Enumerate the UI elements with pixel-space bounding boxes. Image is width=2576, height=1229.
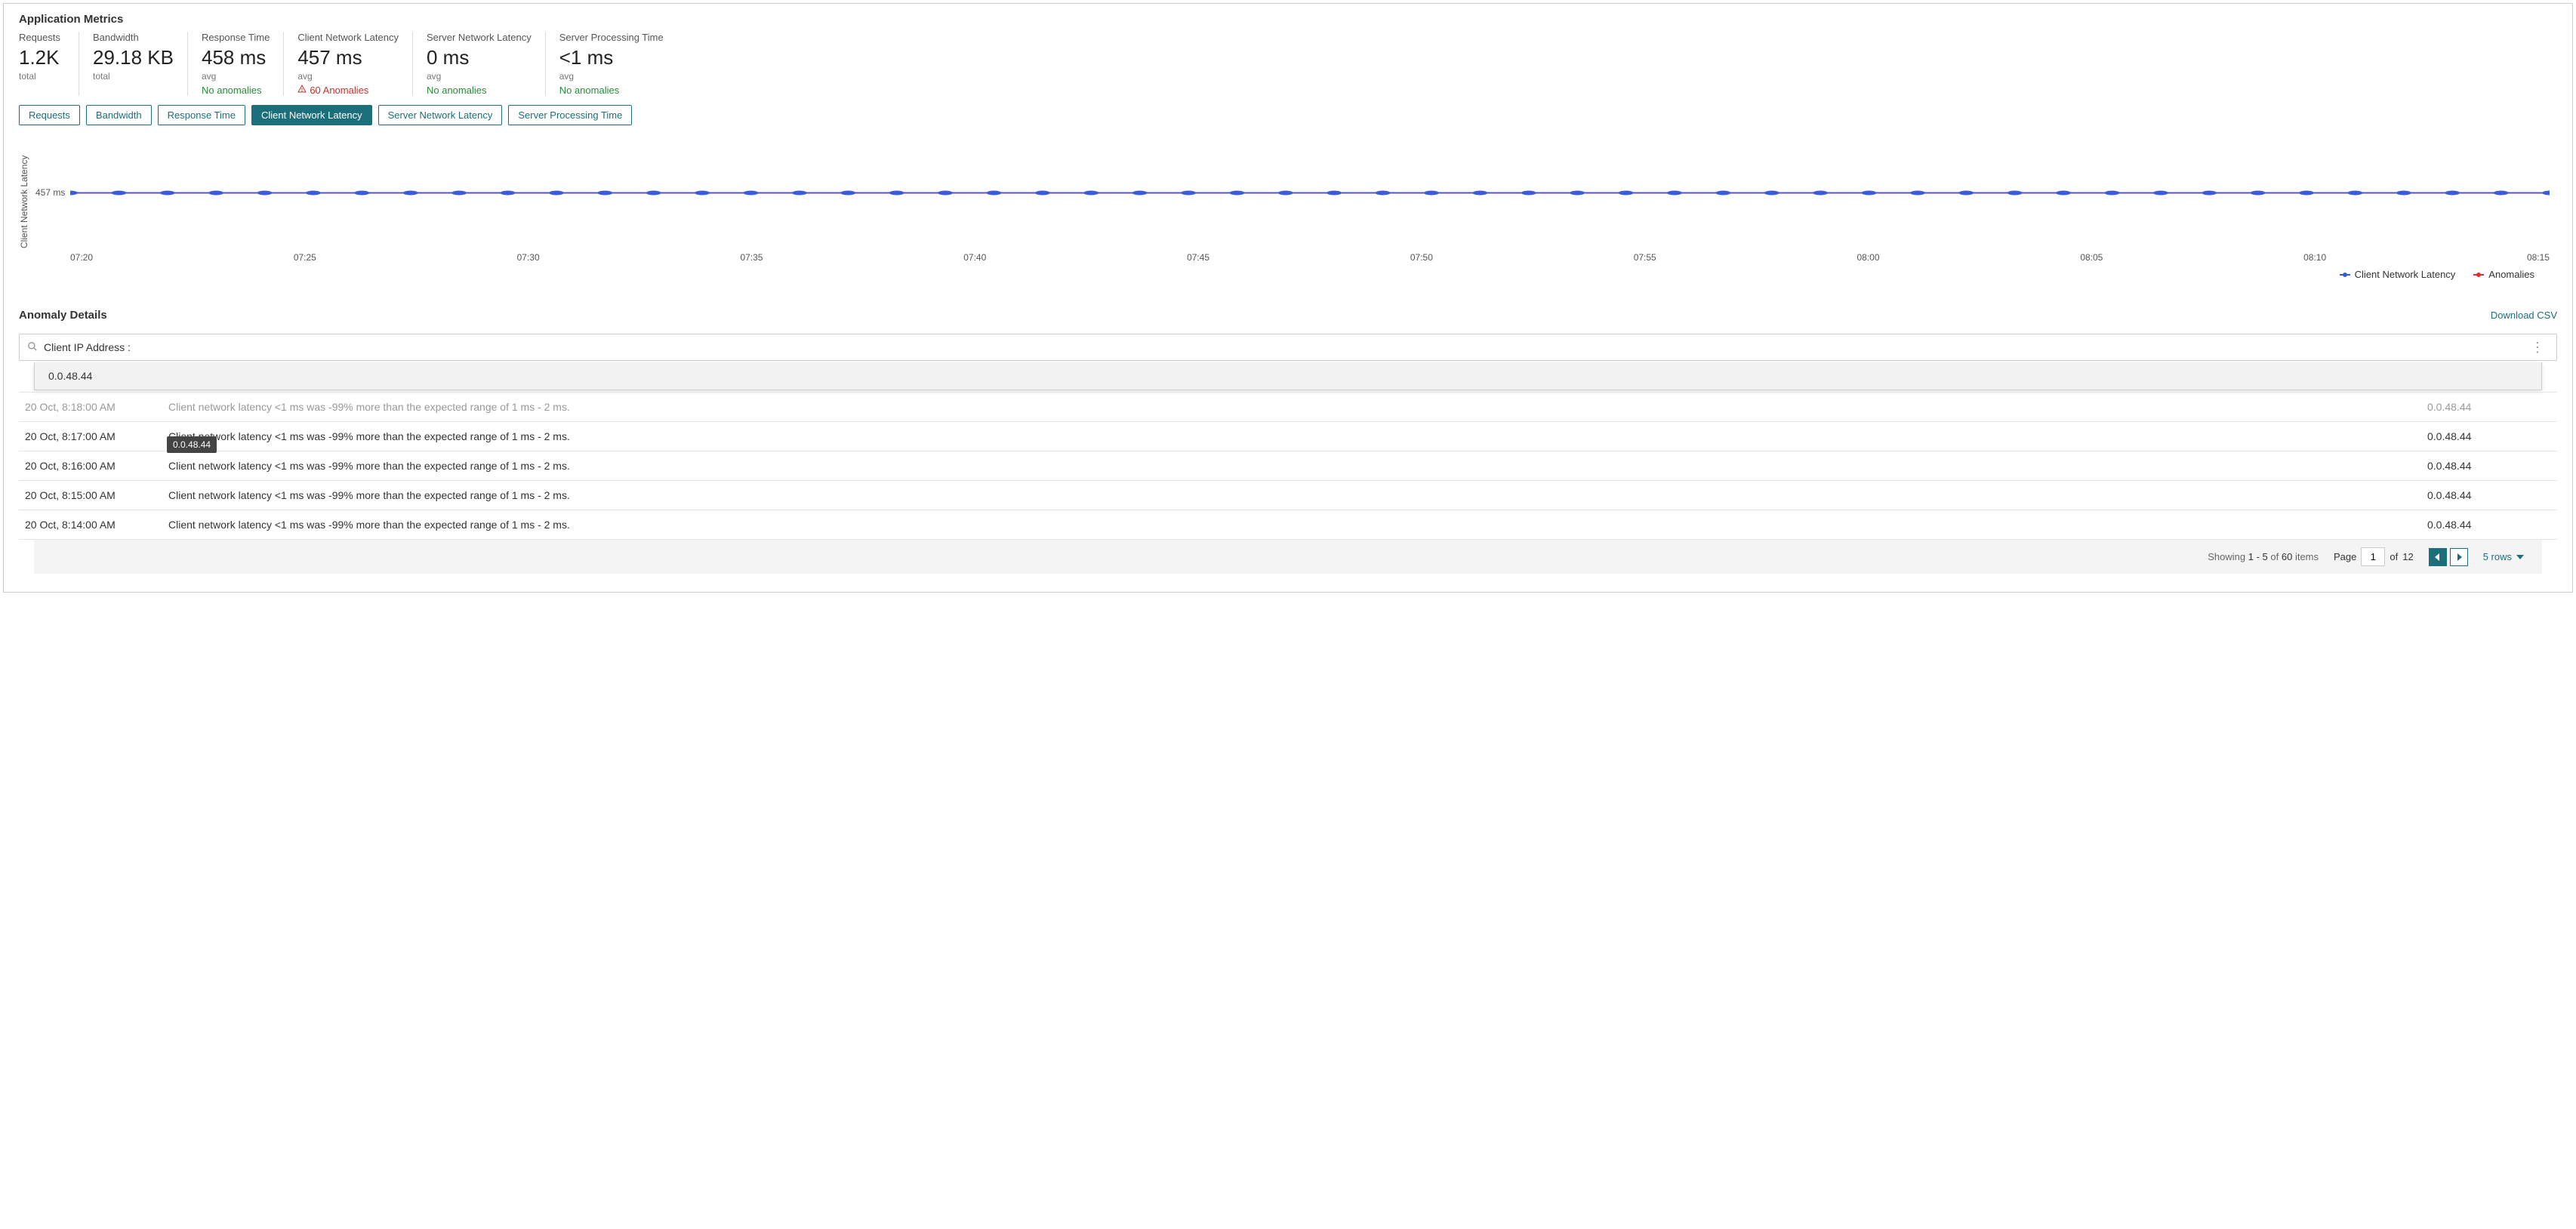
download-csv-link[interactable]: Download CSV: [2491, 310, 2557, 321]
y-tick-label: 457 ms: [35, 187, 65, 198]
anomaly-table: 20 Oct, 8:18:00 AM Client network latenc…: [19, 392, 2557, 540]
chevron-down-icon: [2516, 555, 2524, 559]
metric-value: 0 ms: [427, 46, 532, 69]
metric-sub: total: [93, 71, 174, 82]
cell-time: 20 Oct, 8:17:00 AM: [19, 422, 162, 451]
metric-label: Client Network Latency: [297, 32, 399, 43]
table-row: 20 Oct, 8:17:00 AM Client network latenc…: [19, 422, 2557, 451]
metric-card: Server Network Latency 0 ms avg No anoma…: [413, 32, 546, 96]
page-title: Application Metrics: [4, 4, 2572, 32]
chart-legend: Client Network Latency Anomalies: [19, 263, 2557, 292]
metric-value: 29.18 KB: [93, 46, 174, 69]
cell-desc: Client network latency <1 ms was -99% mo…: [162, 451, 2421, 481]
x-tick: 07:35: [740, 252, 763, 263]
metric-sub: avg: [297, 71, 399, 82]
status-badge: 60 Anomalies: [297, 85, 399, 96]
search-dropdown: 0.0.48.44: [34, 362, 2542, 390]
metric-value: 458 ms: [202, 46, 270, 69]
pager-page: Page of 12: [2334, 547, 2414, 566]
metric-value: <1 ms: [559, 46, 664, 69]
tab-server-processing-time[interactable]: Server Processing Time: [508, 105, 632, 125]
search-icon: [27, 341, 38, 354]
table-row: 20 Oct, 8:15:00 AM Client network latenc…: [19, 481, 2557, 510]
x-axis-ticks: 07:20 07:25 07:30 07:35 07:40 07:45 07:50 07:55…: [70, 252, 2550, 263]
metric-card: Response Time 458 ms avg No anomalies: [188, 32, 284, 96]
anomaly-details-title: Anomaly Details: [19, 304, 107, 326]
table-row: 20 Oct, 8:16:00 AM Client network latenc…: [19, 451, 2557, 481]
cell-time: 20 Oct, 8:15:00 AM: [19, 481, 162, 510]
x-tick: 07:25: [294, 252, 316, 263]
table-row: 20 Oct, 8:14:00 AM Client network latenc…: [19, 510, 2557, 540]
warning-icon: [297, 85, 307, 96]
metric-card: Requests 1.2K total: [19, 32, 79, 96]
tab-requests[interactable]: Requests: [19, 105, 80, 125]
metric-sub: avg: [427, 71, 532, 82]
metric-label: Requests: [19, 32, 65, 43]
status-badge: No anomalies: [427, 85, 532, 96]
metric-sub: total: [19, 71, 65, 82]
metric-sub: avg: [202, 71, 270, 82]
cell-time: 20 Oct, 8:14:00 AM: [19, 510, 162, 540]
x-tick: 07:40: [963, 252, 986, 263]
cell-time: 20 Oct, 8:18:00 AM: [19, 393, 162, 422]
metric-label: Bandwidth: [93, 32, 174, 43]
cell-desc: Client network latency <1 ms was -99% mo…: [162, 422, 2421, 451]
metrics-row: Requests 1.2K total Bandwidth 29.18 KB t…: [4, 32, 2572, 105]
cell-ip: 0.0.48.44: [2421, 393, 2557, 422]
tab-server-network-latency[interactable]: Server Network Latency: [378, 105, 503, 125]
page-input[interactable]: [2361, 547, 2385, 566]
table-row: 20 Oct, 8:18:00 AM Client network latenc…: [19, 393, 2557, 422]
cell-ip: 0.0.48.44: [2421, 481, 2557, 510]
metric-value: 1.2K: [19, 46, 65, 69]
status-badge: No anomalies: [202, 85, 270, 96]
metric-label: Response Time: [202, 32, 270, 43]
legend-item: Anomalies: [2473, 269, 2534, 280]
chart-area: Client Network Latency 457 ms 07:20 07:25…: [4, 133, 2572, 300]
tooltip-badge: 0.0.48.44: [167, 436, 217, 453]
dropdown-item[interactable]: 0.0.48.44: [35, 362, 2541, 390]
x-tick: 08:10: [2303, 252, 2326, 263]
metric-label: Server Processing Time: [559, 32, 664, 43]
legend-item: Client Network Latency: [2340, 269, 2456, 280]
cell-ip: 0.0.48.44: [2421, 422, 2557, 451]
cell-ip: 0.0.48.44: [2421, 451, 2557, 481]
x-tick: 08:15: [2527, 252, 2550, 263]
tab-client-network-latency[interactable]: Client Network Latency: [251, 105, 372, 125]
pager-next-button[interactable]: [2450, 548, 2468, 566]
status-badge: No anomalies: [559, 85, 664, 96]
tab-bandwidth[interactable]: Bandwidth: [86, 105, 152, 125]
search-input[interactable]: [44, 341, 2526, 353]
x-tick: 07:55: [1634, 252, 1656, 263]
x-tick: 07:50: [1410, 252, 1433, 263]
cell-ip: 0.0.48.44: [2421, 510, 2557, 540]
tabs-row: Requests Bandwidth Response Time Client Net…: [4, 105, 2572, 133]
metric-label: Server Network Latency: [427, 32, 532, 43]
metric-card: Client Network Latency 457 ms avg 60 Ano…: [284, 32, 413, 96]
cell-desc: Client network latency <1 ms was -99% mo…: [162, 510, 2421, 540]
metric-value: 457 ms: [297, 46, 399, 69]
cell-time: 20 Oct, 8:16:00 AM: [19, 451, 162, 481]
x-tick: 07:30: [517, 252, 540, 263]
metric-card: Bandwidth 29.18 KB total: [79, 32, 188, 96]
tab-response-time[interactable]: Response Time: [158, 105, 245, 125]
x-tick: 08:00: [1857, 252, 1880, 263]
chart-plot: 457 ms: [70, 140, 2550, 246]
pager-prev-button[interactable]: [2429, 548, 2447, 566]
metric-card: Server Processing Time <1 ms avg No anom…: [546, 32, 677, 96]
x-tick: 08:05: [2080, 252, 2103, 263]
y-axis-label: Client Network Latency: [19, 140, 32, 263]
search-box[interactable]: ⋮: [19, 334, 2557, 361]
cell-desc: Client network latency <1 ms was -99% mo…: [162, 481, 2421, 510]
pager-showing: Showing 1 - 5 of 60 items: [2208, 551, 2319, 562]
cell-desc: Client network latency <1 ms was -99% mo…: [162, 393, 2421, 422]
x-tick: 07:20: [70, 252, 93, 263]
kebab-icon[interactable]: ⋮: [2526, 340, 2549, 354]
pager: Showing 1 - 5 of 60 items Page of 12: [34, 540, 2542, 574]
x-tick: 07:45: [1187, 252, 1209, 263]
rows-per-page-select[interactable]: 5 rows: [2483, 551, 2524, 562]
metric-sub: avg: [559, 71, 664, 82]
